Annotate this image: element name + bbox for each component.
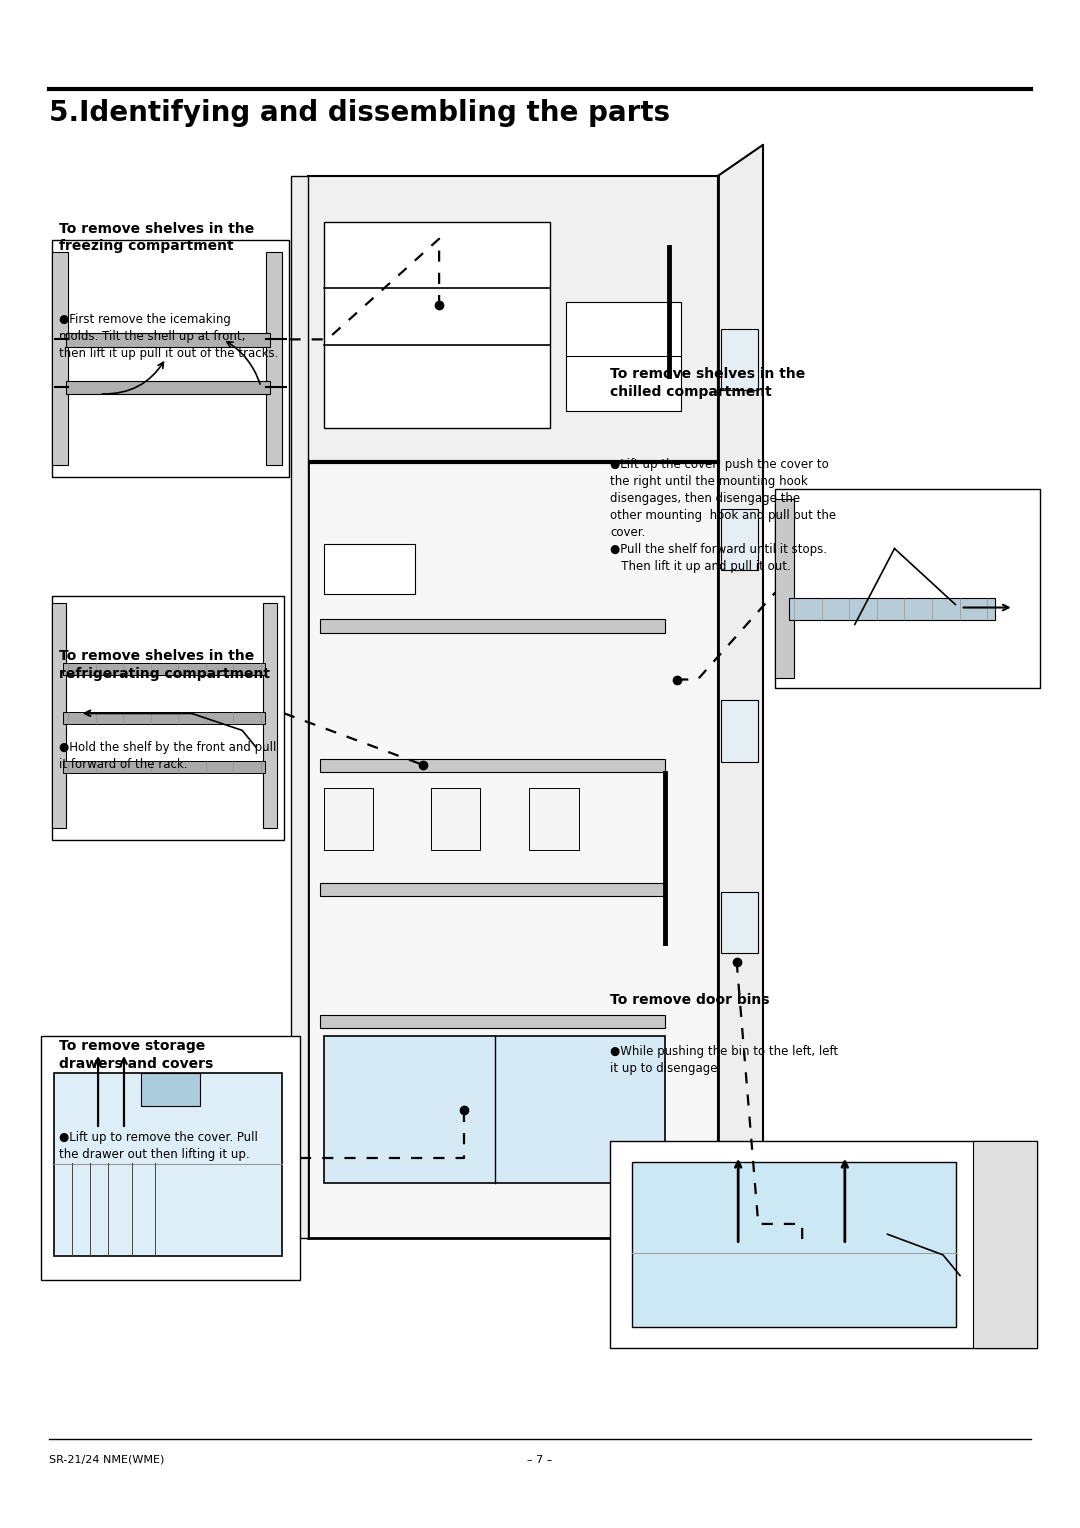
Bar bbox=[140, 1073, 200, 1106]
Bar bbox=[41, 1036, 300, 1280]
Bar bbox=[721, 700, 758, 761]
Bar bbox=[52, 240, 289, 477]
Text: SR-21/24 NME(WME): SR-21/24 NME(WME) bbox=[49, 1455, 164, 1465]
Bar bbox=[320, 1015, 665, 1028]
Text: ●Hold the shelf by the front and pull
it forward of the rack.: ●Hold the shelf by the front and pull it… bbox=[59, 741, 276, 772]
Text: ●Lift up to remove the cover. Pull
the drawer out then lifting it up.: ●Lift up to remove the cover. Pull the d… bbox=[59, 1131, 258, 1161]
Polygon shape bbox=[718, 145, 762, 1253]
Bar bbox=[775, 498, 794, 678]
Bar bbox=[264, 604, 278, 828]
Text: To remove shelves in the
refrigerating compartment: To remove shelves in the refrigerating c… bbox=[59, 649, 270, 681]
Text: To remove shelves in the
chilled compartment: To remove shelves in the chilled compart… bbox=[610, 367, 806, 399]
Bar bbox=[308, 176, 718, 463]
Bar bbox=[721, 892, 758, 953]
Bar bbox=[52, 252, 68, 465]
Bar bbox=[431, 788, 481, 850]
Bar bbox=[320, 619, 665, 633]
Bar bbox=[266, 252, 282, 465]
Bar bbox=[632, 1161, 956, 1326]
Bar bbox=[566, 303, 681, 411]
Text: To remove storage
drawers and covers: To remove storage drawers and covers bbox=[59, 1039, 214, 1071]
Bar bbox=[610, 1141, 1037, 1348]
Bar bbox=[66, 380, 270, 394]
Bar bbox=[52, 596, 284, 840]
Bar bbox=[64, 761, 266, 773]
Bar bbox=[721, 509, 758, 570]
Bar bbox=[324, 788, 374, 850]
Bar bbox=[973, 1141, 1037, 1348]
Text: ●While pushing the bin to the left, left
it up to disengage.: ●While pushing the bin to the left, left… bbox=[610, 1045, 838, 1076]
Text: ●Lift up the cover, push the cover to
the right until the mounting hook
disengag: ●Lift up the cover, push the cover to th… bbox=[610, 458, 836, 573]
Text: To remove door bins: To remove door bins bbox=[610, 993, 770, 1007]
Bar bbox=[320, 883, 665, 897]
Bar bbox=[64, 712, 266, 724]
Bar bbox=[324, 544, 415, 594]
Text: ●First remove the icemaking
molds. Tilt the shell up at front,
then lift it up p: ●First remove the icemaking molds. Tilt … bbox=[59, 313, 279, 361]
Bar bbox=[324, 1036, 665, 1183]
Bar bbox=[52, 604, 66, 828]
Bar bbox=[788, 599, 995, 620]
Bar bbox=[324, 222, 550, 428]
Text: To remove shelves in the
freezing compartment: To remove shelves in the freezing compar… bbox=[59, 222, 255, 254]
Bar bbox=[529, 788, 579, 850]
Bar bbox=[775, 489, 1040, 688]
Bar bbox=[54, 1073, 282, 1256]
Bar bbox=[308, 176, 718, 1238]
Text: 5.Identifying and dissembling the parts: 5.Identifying and dissembling the parts bbox=[49, 99, 670, 127]
Bar bbox=[292, 176, 308, 1238]
Bar bbox=[721, 329, 758, 390]
Text: – 7 –: – 7 – bbox=[527, 1455, 553, 1465]
Bar bbox=[64, 663, 266, 675]
Bar bbox=[66, 333, 270, 347]
Bar bbox=[320, 759, 665, 773]
